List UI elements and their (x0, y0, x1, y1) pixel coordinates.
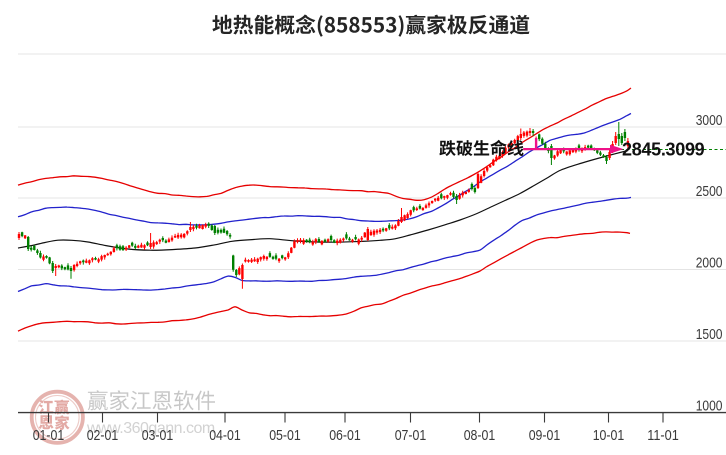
svg-text:04-01: 04-01 (209, 427, 241, 444)
svg-text:1500: 1500 (696, 327, 723, 343)
svg-text:2500: 2500 (696, 184, 723, 200)
svg-text:06-01: 06-01 (329, 427, 361, 444)
svg-text:07-01: 07-01 (395, 427, 427, 444)
svg-text:1000: 1000 (696, 398, 723, 414)
svg-text:11-01: 11-01 (647, 427, 679, 444)
svg-text:01-01: 01-01 (33, 427, 65, 444)
svg-text:08-01: 08-01 (464, 427, 496, 444)
svg-text:05-01: 05-01 (269, 427, 301, 444)
svg-text:02-01: 02-01 (87, 427, 119, 444)
svg-text:3000: 3000 (696, 113, 723, 129)
svg-text:2845.3099: 2845.3099 (622, 139, 705, 159)
svg-text:2000: 2000 (696, 255, 723, 271)
svg-text:09-01: 09-01 (529, 427, 561, 444)
svg-text:03-01: 03-01 (142, 427, 174, 444)
svg-text:10-01: 10-01 (593, 427, 625, 444)
svg-text:www.360gann.com: www.360gann.com (86, 420, 215, 437)
